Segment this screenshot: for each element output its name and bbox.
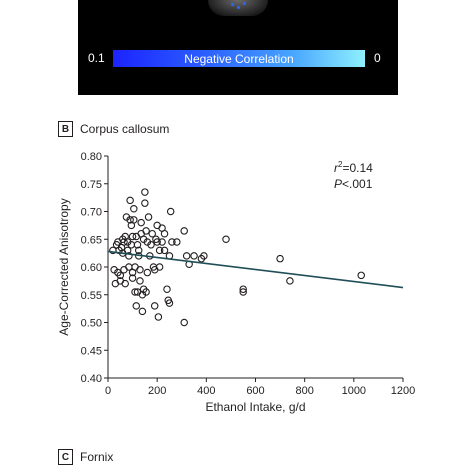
y-axis-ticks: 0.40 0.45 0.50 0.55 0.60 0.65 0.70 0.75 0.80 [81, 151, 108, 385]
colorbar-max-label: 0 [374, 51, 381, 65]
data-point [126, 216, 134, 224]
correlation-spot [243, 2, 246, 5]
panel-c-header: C Fornix [58, 449, 113, 465]
p-value: <.001 [342, 177, 373, 191]
data-point [190, 252, 198, 260]
y-tick-label: 0.50 [81, 318, 102, 330]
data-point [276, 254, 284, 263]
data-point [160, 229, 169, 238]
data-point [130, 216, 138, 224]
x-tick-label: 400 [197, 385, 215, 397]
p-value-annotation: P<.001 [334, 177, 373, 191]
panel-c-letter: C [58, 449, 73, 465]
data-point [138, 307, 147, 316]
data-point [130, 204, 138, 213]
data-point [147, 241, 155, 249]
x-axis-ticks: 0 200 400 600 800 1000 1200 [105, 378, 415, 397]
x-tick-label: 1000 [342, 385, 366, 397]
brain-image-panel: 0.1 Negative Correlation 0 [78, 0, 398, 95]
data-point [180, 227, 188, 235]
data-point [160, 246, 169, 255]
panel-b-header: B Corpus callosum [58, 121, 169, 137]
scatter-chart: 0.400.450.500.550.600.650.700.750.80 0 20… [57, 151, 415, 414]
data-point [121, 279, 129, 288]
data-point [158, 238, 166, 246]
panel-c-title: Fornix [80, 450, 114, 464]
data-point [168, 238, 176, 246]
r-symbol: r [334, 161, 339, 175]
y-axis-label: Age-Corrected Anisotropy [57, 198, 71, 335]
r-squared-value: =0.14 [342, 161, 373, 175]
colorbar: Negative Correlation [113, 50, 365, 67]
y-tick-label: 0.40 [81, 373, 102, 385]
x-axis-label: Ethanol Intake, g/d [205, 400, 305, 414]
data-point [136, 277, 144, 285]
data-point [239, 285, 247, 293]
data-point [357, 271, 365, 280]
y-tick-label: 0.75 [81, 179, 102, 191]
data-point [182, 252, 191, 260]
r-squared-exponent: 2 [338, 160, 343, 169]
regression-line [107, 250, 404, 289]
y-tick-label: 0.60 [81, 262, 102, 274]
correlation-spot [237, 6, 240, 9]
correlation-spot [231, 3, 234, 6]
data-point [141, 188, 149, 196]
data-point [239, 288, 247, 296]
y-tick-label: 0.70 [81, 207, 102, 219]
data-point [222, 235, 230, 244]
data-point [144, 213, 153, 221]
data-point [141, 199, 149, 207]
data-point [134, 246, 143, 255]
data-point [126, 196, 134, 205]
data-point [150, 302, 159, 310]
data-point [180, 318, 188, 327]
data-point [131, 288, 139, 296]
data-point [142, 227, 150, 235]
x-tick-label: 800 [295, 385, 313, 397]
data-point [125, 252, 133, 260]
panel-b-letter: B [58, 121, 73, 137]
data-points [109, 188, 365, 327]
panel-b-title: Corpus callosum [80, 122, 170, 136]
data-point [286, 277, 294, 285]
data-point [173, 238, 181, 246]
y-tick-label: 0.80 [81, 151, 102, 163]
data-point [136, 266, 144, 274]
data-point [163, 285, 171, 293]
data-point [132, 302, 141, 310]
data-point [128, 232, 137, 241]
colorbar-min-label: 0.1 [88, 51, 105, 65]
y-tick-label: 0.55 [81, 290, 102, 302]
data-point [133, 241, 142, 249]
data-point [155, 263, 164, 271]
data-point [155, 246, 164, 255]
data-point [137, 218, 145, 227]
data-point [148, 229, 157, 238]
data-point [166, 207, 175, 216]
data-point [120, 238, 128, 246]
x-tick-label: 200 [148, 385, 166, 397]
data-point [200, 252, 208, 260]
colorbar-label: Negative Correlation [184, 51, 294, 66]
data-point [153, 238, 161, 246]
data-point [128, 274, 137, 282]
data-point [142, 288, 150, 296]
y-tick-label: 0.45 [81, 345, 102, 357]
r-squared-annotation: r2=0.14 [334, 160, 373, 175]
x-tick-label: 0 [105, 385, 111, 397]
x-tick-label: 1200 [391, 385, 415, 397]
y-tick-label: 0.65 [81, 234, 102, 246]
data-point [116, 271, 125, 280]
x-tick-label: 600 [246, 385, 264, 397]
data-point [143, 268, 152, 277]
data-point [165, 299, 174, 307]
p-symbol: P [334, 177, 342, 191]
data-point [154, 313, 163, 321]
